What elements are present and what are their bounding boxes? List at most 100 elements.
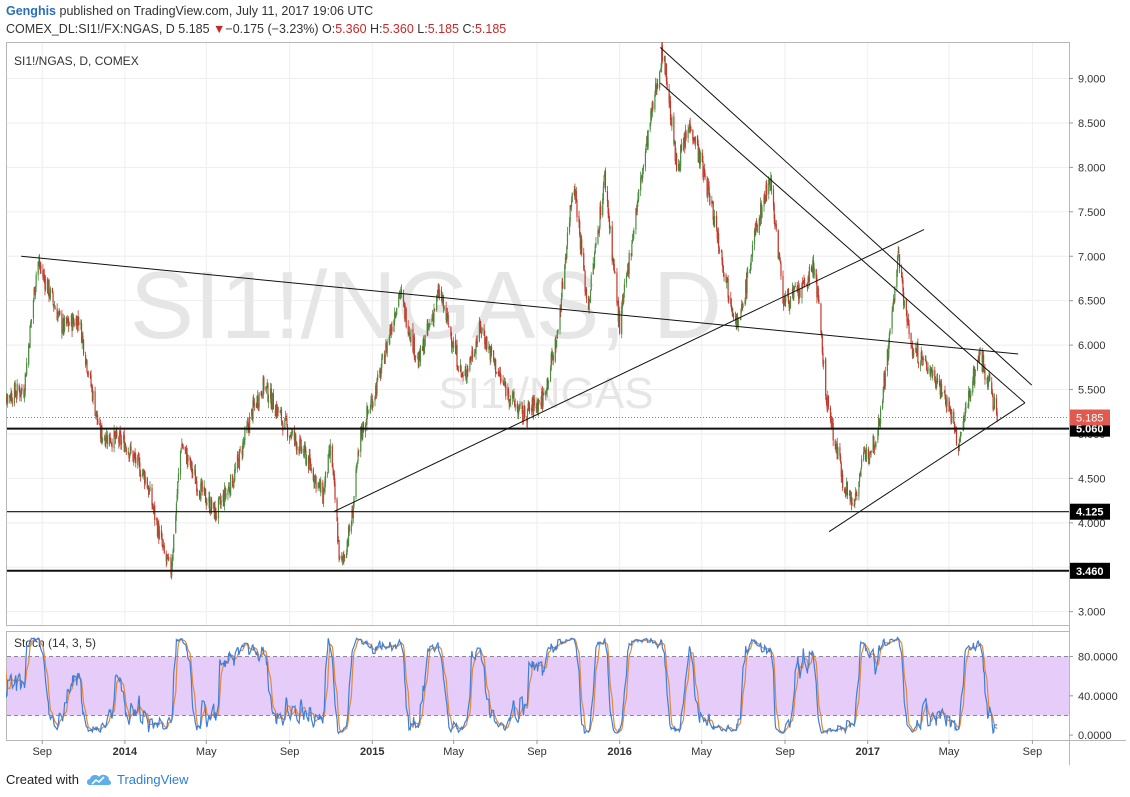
candle-body	[532, 399, 535, 416]
candle-body	[764, 194, 766, 199]
candle-body	[128, 452, 130, 459]
candle-body	[774, 224, 777, 226]
candle-body	[759, 217, 761, 221]
candle-body	[328, 450, 331, 456]
time-axis: Sep 2014 May Sep 2015 May Sep 2016 May Sep 2017 May…	[32, 740, 1042, 758]
candle-body	[280, 410, 282, 412]
candle-body	[106, 433, 108, 442]
candle-body	[514, 404, 516, 408]
candle-body	[522, 418, 525, 421]
candle-body	[101, 426, 103, 442]
candle-body	[289, 434, 291, 436]
candle-body	[646, 136, 648, 146]
candle-body	[299, 439, 301, 453]
candle-body	[974, 369, 976, 385]
candle-body	[450, 327, 452, 337]
candle-body	[669, 100, 672, 121]
candle-body	[413, 336, 415, 358]
candle-body	[844, 488, 846, 494]
candle-body	[527, 403, 529, 411]
candle-body	[774, 219, 776, 227]
candle-body	[11, 401, 14, 403]
candle-body	[97, 419, 99, 425]
candle-body	[198, 490, 201, 497]
candle-body	[317, 482, 319, 488]
candle-body	[162, 544, 165, 547]
candle-body	[370, 400, 372, 408]
candle-body	[531, 398, 533, 407]
candle-body	[879, 408, 882, 424]
candle-body	[66, 316, 68, 325]
candle-body	[333, 473, 335, 484]
author-link[interactable]: Genghis	[6, 4, 57, 18]
tradingview-cloud-icon	[86, 774, 111, 785]
candle-body	[423, 339, 425, 355]
candle-body	[673, 140, 676, 145]
candle-body	[949, 407, 951, 410]
symbol-info: COMEX_DL:SI1!/FX:NGAS, D 5.185 ▼−0.175 (…	[6, 22, 506, 36]
candle-body	[246, 422, 249, 426]
candle-body	[223, 494, 225, 505]
candle-body	[247, 422, 249, 428]
candle-body	[855, 492, 857, 496]
candle-body	[908, 323, 910, 335]
candle-body	[982, 356, 984, 372]
candle-body	[100, 427, 102, 439]
candle-body	[941, 392, 943, 394]
candle-body	[579, 221, 581, 235]
candle-body	[49, 288, 51, 299]
candle-body	[623, 284, 626, 292]
candle-body	[33, 288, 35, 300]
candle-body	[564, 264, 566, 290]
candle-body	[821, 331, 823, 336]
candle-body	[932, 369, 934, 376]
candle-body	[867, 448, 869, 460]
high-value: 5.360	[382, 22, 414, 36]
candle-body	[778, 253, 780, 259]
candle-body	[360, 426, 363, 435]
candle-body	[606, 190, 609, 202]
candle-body	[257, 405, 260, 407]
candle-body	[846, 482, 848, 496]
candle-body	[490, 347, 492, 359]
candle-body	[584, 270, 586, 292]
candle-body	[96, 410, 98, 421]
candle-body	[474, 352, 476, 354]
candle-body	[665, 63, 667, 74]
candle-body	[614, 271, 616, 273]
candle-body	[341, 556, 344, 561]
candle-body	[811, 271, 813, 273]
candle-body	[830, 416, 832, 425]
candle-body	[407, 325, 409, 335]
candle-body	[741, 304, 743, 312]
candle-body	[765, 185, 767, 202]
candle-body	[137, 453, 140, 457]
tradingview-link[interactable]: TradingView	[86, 772, 189, 787]
candle-body	[725, 275, 727, 282]
candle-body	[471, 350, 473, 359]
time-tick-label: Sep	[280, 746, 300, 758]
candle-body	[114, 431, 116, 436]
chart-svg[interactable]: SI1!/NGAS, D SI1!/NGAS SI1!/NGAS, D, COM…	[0, 40, 1126, 765]
candle-body	[886, 349, 888, 372]
candle-body	[722, 260, 724, 267]
candle-body	[139, 474, 142, 477]
candle-body	[257, 395, 259, 407]
candle-body	[432, 314, 434, 320]
candle-body	[541, 390, 544, 408]
candle-body	[524, 406, 526, 418]
candle-body	[133, 453, 136, 455]
time-tick-label: 2014	[113, 746, 138, 758]
candle-body	[122, 435, 125, 440]
candle-body	[732, 312, 734, 314]
candle-body	[167, 556, 169, 560]
candle-body	[386, 342, 388, 354]
chart-container[interactable]: SI1!/NGAS, D SI1!/NGAS SI1!/NGAS, D, COM…	[0, 40, 1126, 765]
candle-body	[987, 377, 989, 387]
candle-body	[753, 230, 756, 245]
candle-body	[185, 449, 188, 464]
candle-body	[189, 457, 191, 461]
candle-body	[139, 462, 141, 476]
candle-body	[125, 444, 127, 447]
candle-body	[194, 470, 197, 484]
